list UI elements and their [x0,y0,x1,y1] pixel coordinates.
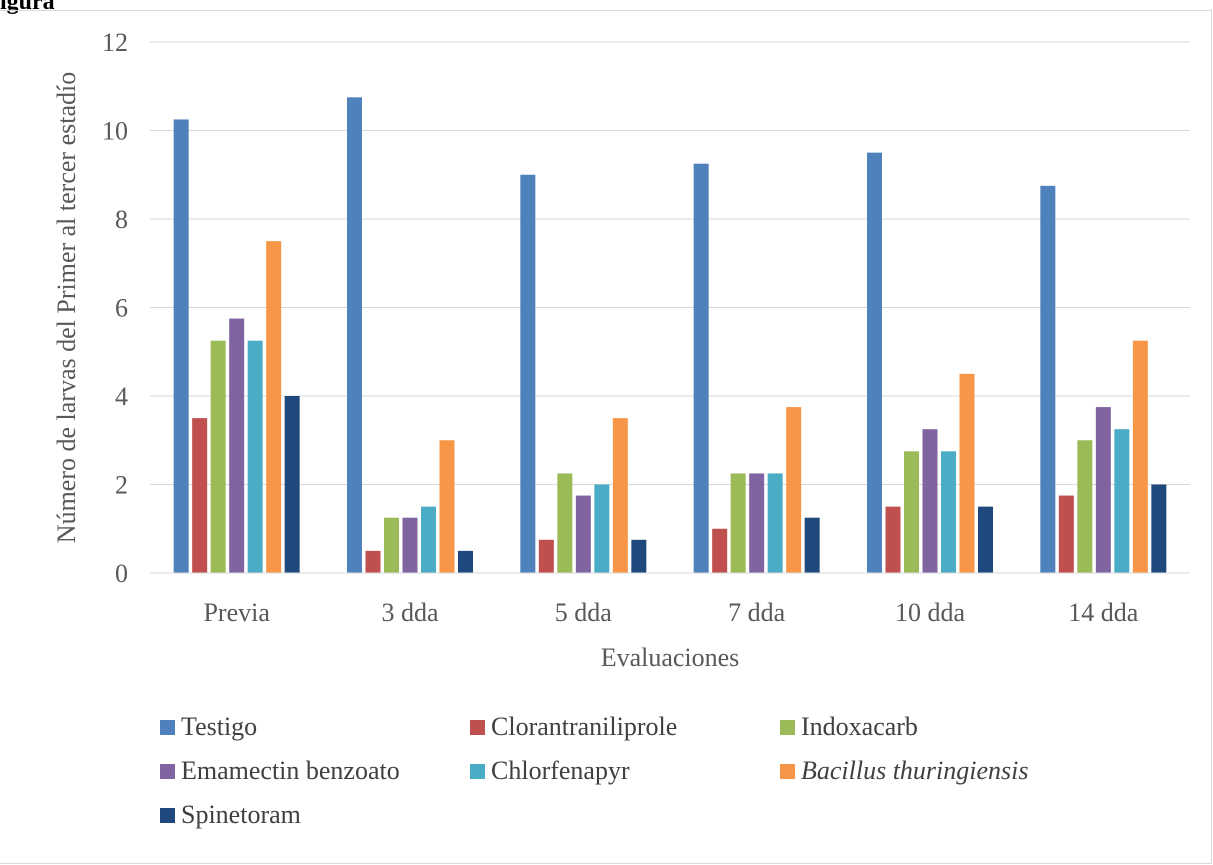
bar [402,517,418,573]
x-tick-label: 14 dda [1068,598,1139,627]
figure-heading-fragment: igura [0,0,55,15]
bar [247,340,263,573]
bar [192,418,208,573]
bar [520,174,536,573]
bar [284,396,300,573]
bar [557,473,573,573]
legend-label: Testigo [181,712,258,741]
bar [867,152,882,573]
legend-swatch [470,763,485,779]
legend-swatch [160,719,175,735]
bar [612,418,628,573]
bar [1132,340,1148,573]
legend-label: Spinetoram [181,800,301,829]
bar [575,495,591,573]
x-tick-label: 10 dda [895,598,966,627]
legend-label: Clorantraniliprole [491,712,678,741]
bar [730,473,746,573]
bar [458,550,473,573]
legend-item: Bacillus thuringiensis [780,756,1029,786]
y-tick-label: 6 [115,294,128,323]
legend-label: Indoxacarb [801,712,918,741]
y-tick-label: 10 [102,117,128,146]
bar [210,340,226,573]
legend-item: Indoxacarb [780,712,918,742]
x-tick-label: 5 dda [555,598,613,627]
bar [594,484,610,573]
bar [693,163,709,573]
legend-item: Clorantraniliprole [470,712,677,742]
y-tick-label: 2 [115,471,128,500]
y-tick-label: 8 [115,205,128,234]
bar [786,407,802,573]
y-tick-label: 4 [115,382,128,411]
bar [749,473,765,573]
legend-label: Emamectin benzoato [181,756,400,785]
y-axis-title: Número de larvas del Primer al tercer es… [52,72,81,543]
bar [421,506,436,573]
bar [1151,484,1167,573]
x-axis-title: Evaluaciones [601,643,740,672]
bar [365,550,381,573]
x-tick-label: 3 dda [381,598,439,627]
bar [1058,495,1074,573]
bar [347,97,362,573]
bar [959,373,975,573]
bar [631,539,647,573]
legend-swatch [160,807,175,823]
bar [1095,407,1111,573]
legend-item: Testigo [160,712,257,742]
bar [804,517,820,573]
legend-swatch [780,719,795,735]
x-tick-label: 7 dda [728,598,786,627]
bar [904,451,919,573]
bar [978,506,993,573]
bar [1114,429,1130,573]
bar [1040,185,1056,573]
bar [941,451,956,573]
bar [173,119,189,573]
bar [1077,440,1093,573]
bar [712,528,728,573]
legend-item: Emamectin benzoato [160,756,400,786]
bar [384,517,399,573]
bar [538,539,554,573]
x-tick-label: Previa [203,598,270,627]
x-axis-ticks: Previa 3 dda 5 dda 7 dda 10 dda 14 dda [203,598,1138,627]
legend-label: Bacillus thuringiensis [801,756,1029,785]
bar [885,506,901,573]
bars [173,97,1167,573]
bar [767,473,783,573]
legend-swatch [780,763,795,779]
bar [439,440,455,573]
gridlines [150,41,1190,485]
legend-label: Chlorfenapyr [491,756,630,785]
bar [922,429,938,573]
bar [266,241,282,573]
bar [229,318,245,573]
legend-item: Chlorfenapyr [470,756,630,786]
legend-swatch [160,763,175,779]
y-tick-label: 0 [115,559,128,588]
y-axis-ticks: 0 2 4 6 8 10 12 [102,28,128,588]
legend-swatch [470,719,485,735]
chart-frame [0,10,1212,864]
y-tick-label: 12 [102,28,128,57]
legend-item: Spinetoram [160,800,301,830]
